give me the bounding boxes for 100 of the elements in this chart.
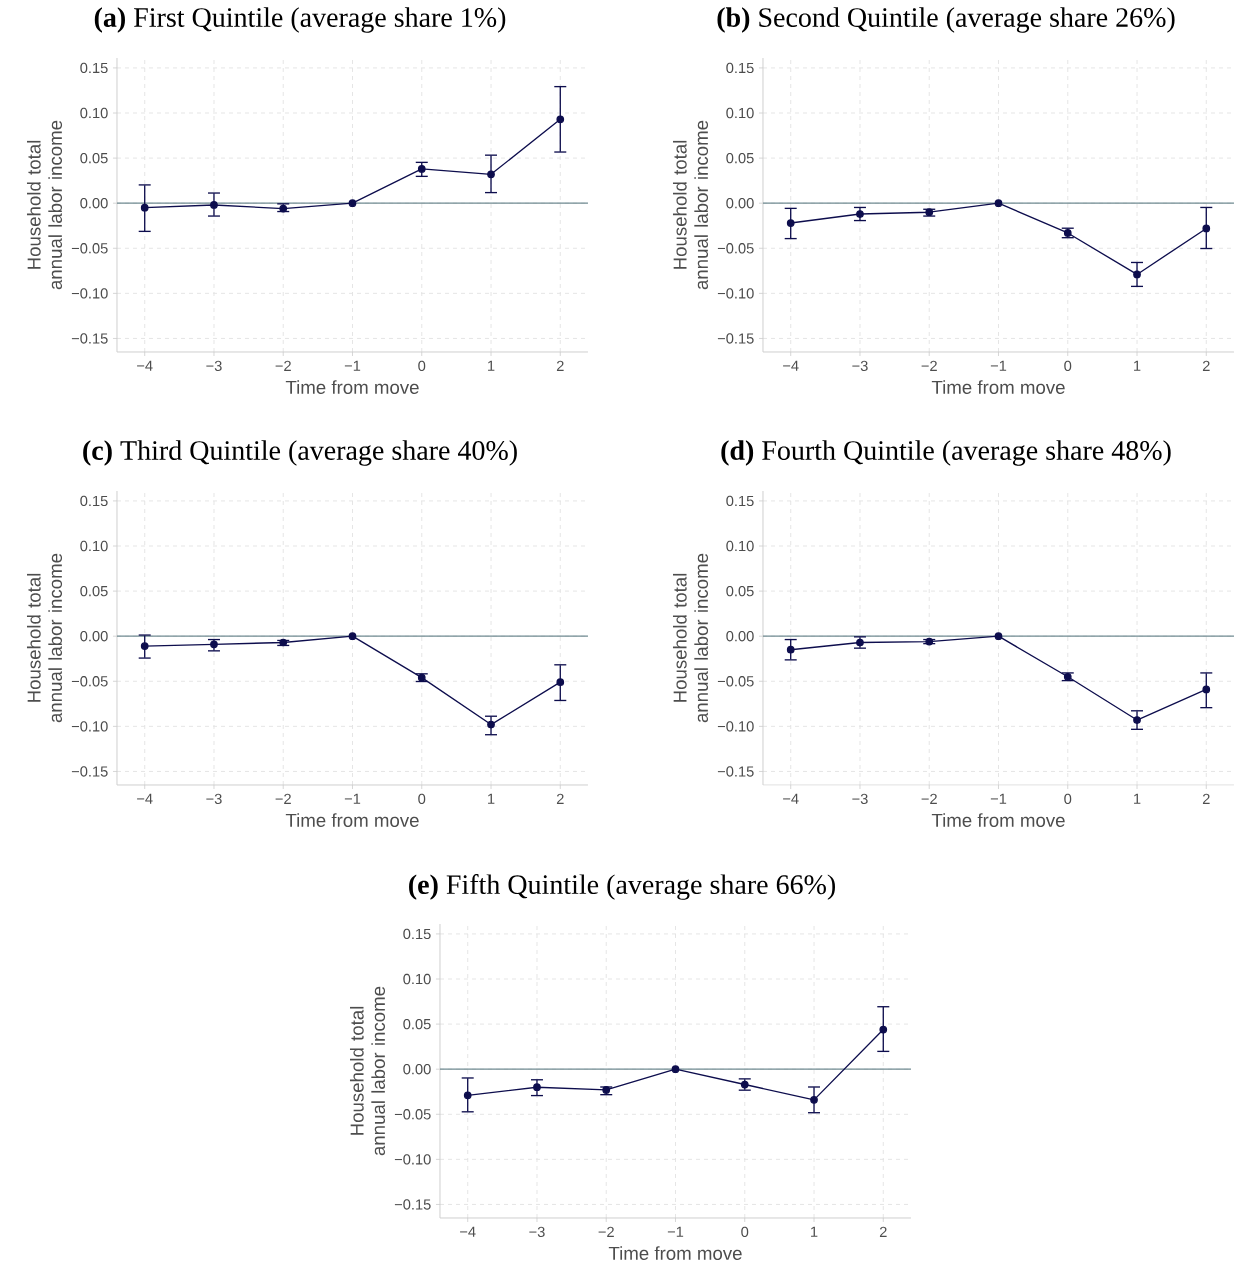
y-tick-label: 0.05: [726, 585, 754, 597]
y-tick-label: 0.15: [726, 495, 754, 507]
y-axis-title: Household total annual labor income: [349, 986, 386, 1156]
x-tick-label: 2: [556, 793, 564, 804]
y-tick-label: −0.05: [717, 676, 754, 687]
x-tick-label: −3: [206, 793, 222, 805]
x-tick-label: −1: [344, 793, 361, 804]
x-tick-label: −3: [852, 360, 868, 372]
x-tick-label: −1: [667, 1226, 684, 1237]
x-tick-label: −4: [460, 1226, 476, 1237]
point: [671, 1065, 680, 1074]
x-tick-label: 0: [1064, 793, 1072, 805]
y-tick-label: −0.05: [71, 243, 108, 254]
x-tick-label: 1: [488, 360, 495, 371]
point: [1133, 270, 1141, 279]
x-tick-label: −2: [275, 360, 291, 371]
x-tick-label: 1: [811, 1226, 818, 1237]
point: [925, 208, 934, 217]
point: [1202, 224, 1211, 233]
y-tick-label: 0.00: [726, 631, 754, 642]
y-tick-label: −0.10: [71, 288, 108, 299]
point: [279, 638, 288, 647]
x-tick-label: 2: [1202, 793, 1210, 804]
chart-title: (e) Fifth Quintile (average share 66%): [409, 874, 835, 900]
chart-title: (c) Third Quintile (average share 40%): [83, 440, 517, 466]
x-tick-label: −2: [921, 793, 937, 804]
x-tick-label: −2: [275, 793, 291, 804]
y-tick-label: 0.05: [80, 585, 108, 597]
y-tick-label: 0.00: [726, 198, 754, 209]
x-tick-label: −2: [921, 360, 937, 371]
y-tick-label: 0.15: [80, 495, 108, 507]
y-tick-label: 0.10: [80, 540, 108, 552]
x-tick-label: 0: [1064, 360, 1072, 372]
y-tick-label: 0.15: [80, 62, 108, 74]
x-tick-label: −3: [852, 793, 868, 805]
y-tick-label: −0.05: [71, 676, 108, 687]
point: [487, 170, 495, 179]
point: [417, 165, 426, 173]
y-tick-label: 0.05: [726, 152, 754, 164]
x-tick-label: −4: [783, 360, 799, 371]
x-tick-label: 1: [488, 793, 495, 804]
y-tick-label: −0.15: [71, 333, 108, 344]
x-axis-title: Time from move: [285, 813, 419, 827]
x-axis-title: Time from move: [285, 380, 419, 394]
x-tick-label: −4: [137, 793, 153, 804]
y-tick-label: −0.10: [717, 288, 754, 299]
x-tick-label: 0: [741, 1226, 749, 1238]
y-tick-label: 0.10: [403, 973, 431, 985]
x-tick-label: −1: [344, 360, 361, 371]
y-axis-title: Household total annual labor income: [672, 120, 709, 290]
x-tick-label: 1: [1134, 360, 1141, 371]
point: [556, 678, 565, 687]
point: [463, 1091, 472, 1100]
y-tick-label: 0.10: [80, 107, 108, 119]
y-tick-label: −0.10: [71, 721, 108, 732]
y-tick-label: 0.15: [403, 928, 431, 940]
y-tick-label: −0.15: [717, 333, 754, 344]
point: [556, 115, 565, 124]
y-tick-label: 0.10: [726, 540, 754, 552]
y-tick-label: −0.10: [394, 1154, 431, 1165]
point: [1133, 716, 1141, 724]
y-axis-title: Household total annual labor income: [26, 553, 63, 723]
x-tick-label: −1: [990, 793, 1007, 804]
point: [994, 632, 1003, 641]
y-tick-label: 0.00: [403, 1064, 431, 1075]
y-tick-label: 0.10: [726, 107, 754, 119]
x-tick-label: 0: [418, 360, 426, 372]
y-axis-title: Household total annual labor income: [672, 553, 709, 723]
x-tick-label: 2: [879, 1226, 887, 1237]
point: [140, 642, 149, 650]
x-tick-label: −3: [206, 360, 222, 372]
point: [879, 1025, 888, 1034]
x-tick-label: −1: [990, 360, 1007, 371]
chart-title: (d) Fourth Quintile (average share 48%): [721, 440, 1171, 466]
y-tick-label: −0.05: [717, 243, 754, 254]
y-tick-label: −0.15: [717, 766, 754, 777]
y-tick-label: 0.15: [726, 62, 754, 74]
point: [925, 637, 934, 646]
x-tick-label: 0: [418, 793, 426, 805]
y-tick-label: −0.15: [394, 1199, 431, 1210]
y-tick-label: 0.05: [80, 152, 108, 164]
x-tick-label: −2: [598, 1226, 614, 1237]
point: [487, 720, 495, 729]
x-axis-title: Time from move: [931, 380, 1065, 394]
chart-title: (a) First Quintile (average share 1%): [94, 7, 506, 33]
x-tick-label: 1: [1134, 793, 1141, 804]
point: [210, 201, 218, 209]
x-tick-label: 2: [1202, 360, 1210, 371]
point: [786, 219, 795, 227]
x-axis-title: Time from move: [608, 1246, 742, 1260]
y-axis-title: Household total annual labor income: [26, 120, 63, 290]
y-tick-label: −0.15: [71, 766, 108, 777]
chart-title: (b) Second Quintile (average share 26%): [717, 7, 1175, 33]
point: [140, 203, 149, 212]
x-tick-label: 2: [556, 360, 564, 371]
point: [810, 1095, 818, 1104]
y-tick-label: 0.00: [80, 631, 108, 642]
y-tick-label: 0.00: [80, 198, 108, 209]
y-tick-label: −0.05: [394, 1109, 431, 1120]
point: [348, 199, 357, 208]
